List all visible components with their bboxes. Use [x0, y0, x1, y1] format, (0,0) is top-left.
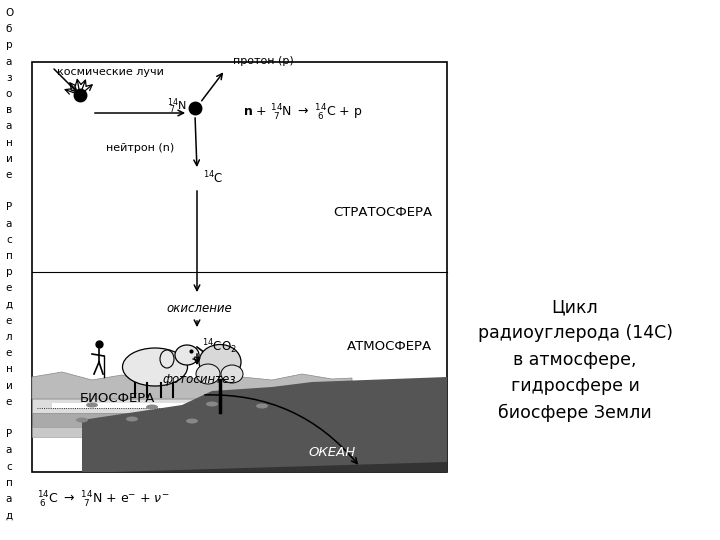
Text: о: о: [6, 89, 12, 99]
Text: $^{14}_{\ 6}$C $\rightarrow$ $^{14}_{\ 7}$N + e$^{-}$ + $\nu^{-}$: $^{14}_{\ 6}$C $\rightarrow$ $^{14}_{\ 7…: [37, 490, 170, 510]
Text: а: а: [6, 122, 12, 131]
Bar: [32, 62, 447, 472]
Bar: [32, 413, 387, 427]
Text: $^{14}$CO$_2$: $^{14}$CO$_2$: [202, 337, 237, 356]
Text: космические лучи: космические лучи: [57, 67, 164, 77]
Text: р: р: [6, 267, 12, 277]
Polygon shape: [82, 377, 447, 472]
Ellipse shape: [206, 402, 218, 407]
Text: ОКЕАН: ОКЕАН: [308, 446, 356, 458]
Ellipse shape: [256, 403, 268, 408]
Text: СТРАТОСФЕРА: СТРАТОСФЕРА: [333, 206, 432, 219]
Text: и: и: [6, 154, 12, 164]
Text: в: в: [6, 105, 12, 115]
Text: Р: Р: [6, 202, 12, 212]
Text: п: п: [6, 478, 12, 488]
Text: е: е: [6, 316, 12, 326]
Bar: [32, 427, 407, 437]
Text: $^{14}$C: $^{14}$C: [203, 170, 223, 186]
Text: л: л: [6, 332, 12, 342]
Ellipse shape: [160, 350, 174, 368]
Ellipse shape: [175, 345, 199, 365]
Text: $^{14}_{\ 7}$N: $^{14}_{\ 7}$N: [167, 96, 186, 116]
Bar: [32, 399, 367, 413]
Text: н: н: [6, 364, 12, 374]
Ellipse shape: [76, 417, 88, 422]
Text: и: и: [6, 381, 12, 390]
Text: б: б: [6, 24, 12, 34]
Ellipse shape: [86, 402, 98, 408]
Text: д: д: [6, 510, 12, 520]
Text: БИОСФЕРА: БИОСФЕРА: [80, 392, 156, 405]
Text: а: а: [6, 446, 12, 455]
Text: окисление: окисление: [166, 302, 232, 315]
Polygon shape: [32, 372, 352, 399]
Ellipse shape: [221, 365, 243, 383]
Text: п: п: [6, 251, 12, 261]
Ellipse shape: [186, 418, 198, 423]
Text: н: н: [6, 138, 12, 147]
Text: нейтрон (n): нейтрон (n): [106, 143, 174, 153]
Polygon shape: [112, 462, 447, 472]
Ellipse shape: [122, 348, 187, 386]
Text: фотосинтез: фотосинтез: [162, 373, 235, 386]
Text: р: р: [6, 40, 12, 50]
Ellipse shape: [126, 416, 138, 422]
Text: АТМОСФЕРА: АТМОСФЕРА: [347, 341, 432, 354]
Text: с: с: [6, 462, 12, 471]
Ellipse shape: [199, 345, 241, 380]
Bar: [52, 403, 347, 408]
Text: Цикл
радиоуглерода (14С)
в атмосфере,
гидросфере и
биосфере Земли: Цикл радиоуглерода (14С) в атмосфере, ги…: [477, 298, 672, 422]
Text: з: з: [6, 73, 12, 83]
Ellipse shape: [146, 404, 158, 409]
Text: а: а: [6, 57, 12, 66]
Text: д: д: [6, 300, 12, 309]
Text: е: е: [6, 284, 12, 293]
Text: а: а: [6, 219, 12, 228]
Ellipse shape: [196, 364, 220, 384]
Text: е: е: [6, 170, 12, 180]
Text: е: е: [6, 348, 12, 358]
Text: с: с: [6, 235, 12, 245]
Text: е: е: [6, 397, 12, 407]
Text: Р: Р: [6, 429, 12, 439]
Text: а: а: [6, 494, 12, 504]
Text: протон (p): протон (p): [233, 56, 294, 66]
Text: О: О: [5, 8, 13, 18]
Text: $\bf{n}$ + $^{14}_{\ 7}$N $\rightarrow$ $^{14}_{\ 6}$C + p: $\bf{n}$ + $^{14}_{\ 7}$N $\rightarrow$ …: [243, 103, 363, 123]
